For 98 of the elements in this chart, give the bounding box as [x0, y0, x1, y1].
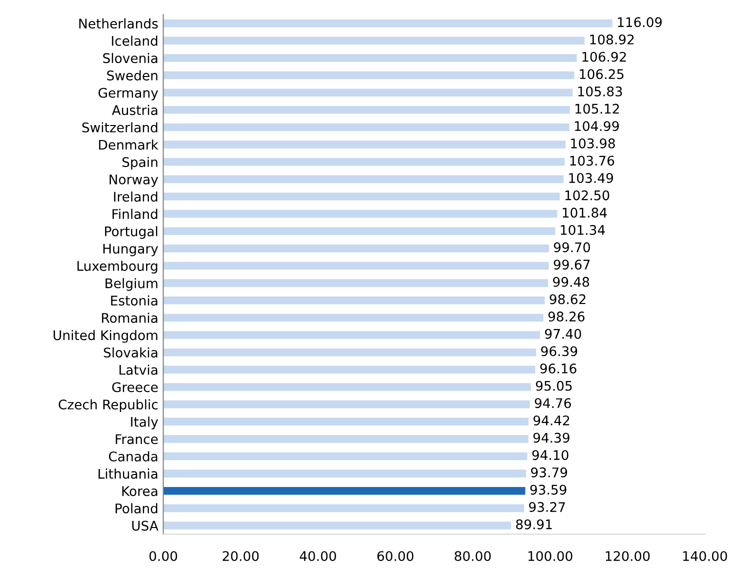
- y-tick-label: Latvia: [120, 364, 158, 375]
- y-tick-label: Spain: [122, 156, 158, 170]
- bar: [163, 140, 566, 148]
- bar: [163, 314, 544, 322]
- data-label: 101.34: [560, 224, 605, 235]
- bar: [163, 400, 530, 408]
- y-tick-label: Netherlands: [79, 18, 158, 29]
- y-tick-label: Germany: [98, 88, 158, 100]
- y-tick-label: Korea: [122, 486, 158, 496]
- x-tick-label: 40.00: [300, 551, 336, 562]
- bar: [163, 348, 536, 356]
- data-label: 99.67: [554, 260, 590, 270]
- y-tick-label: Luxembourg: [77, 260, 158, 274]
- y-tick-label: Norway: [110, 174, 158, 187]
- data-label: 93.27: [529, 502, 565, 512]
- bar: [163, 504, 524, 512]
- x-tick-label: 60.00: [377, 551, 414, 562]
- y-tick-label: Lithuania: [98, 468, 158, 479]
- y-tick-label: Denmark: [99, 140, 158, 150]
- bar: [163, 296, 545, 304]
- y-tick-label: Slovakia: [104, 347, 158, 358]
- data-label: 94.76: [534, 398, 571, 408]
- y-tick-label: USA: [132, 520, 158, 531]
- data-label: 95.05: [536, 380, 572, 391]
- y-tick-label: Romania: [102, 312, 158, 323]
- y-tick-label: Sweden: [107, 70, 158, 80]
- data-label: 96.39: [541, 346, 578, 356]
- y-tick-label: United Kingdom: [54, 330, 158, 343]
- bar: [163, 452, 528, 460]
- x-tick-label: 80.00: [454, 551, 491, 562]
- bar: [163, 522, 512, 530]
- bar: [163, 366, 536, 374]
- y-tick-label: Austria: [112, 104, 158, 116]
- data-label: 105.83: [578, 86, 622, 96]
- y-tick-label: Estonia: [111, 295, 158, 306]
- y-tick-label: Iceland: [112, 36, 158, 46]
- bar: [163, 435, 528, 443]
- y-tick-label: Switzerland: [82, 122, 158, 132]
- data-label: 105.12: [576, 104, 619, 114]
- bar: [163, 279, 548, 287]
- bar: [163, 244, 549, 252]
- data-label: 103.98: [571, 138, 615, 148]
- data-label: 99.70: [554, 242, 590, 252]
- bar: [163, 36, 585, 45]
- data-label: 94.10: [532, 450, 568, 460]
- y-tick-label: Ireland: [114, 191, 158, 202]
- bar: [163, 383, 531, 391]
- data-label: 94.39: [533, 432, 570, 443]
- data-label: 108.92: [590, 34, 634, 44]
- data-label: 89.91: [516, 519, 552, 530]
- data-label: 96.16: [540, 364, 576, 374]
- y-tick-label: Canada: [108, 451, 158, 462]
- data-label: 116.09: [618, 17, 662, 28]
- bar: [163, 158, 565, 166]
- y-tick-label: Hungary: [103, 244, 158, 256]
- data-label: 106.92: [582, 52, 626, 62]
- data-label: 102.50: [565, 190, 610, 200]
- bar: [163, 54, 577, 62]
- bar: [163, 88, 573, 96]
- x-tick-label: 100.00: [528, 551, 572, 562]
- bar: [163, 486, 526, 495]
- data-label: 106.25: [580, 69, 624, 80]
- y-tick-label: Portugal: [105, 226, 158, 239]
- bar: [163, 227, 556, 236]
- bar: [163, 262, 549, 270]
- bar: [163, 71, 574, 80]
- data-label: 101.84: [562, 208, 607, 218]
- x-tick-label: 120.00: [606, 551, 650, 562]
- y-tick-label: France: [116, 434, 158, 444]
- x-tick-label: 140.00: [683, 551, 728, 562]
- bar: [163, 210, 558, 218]
- data-label: 98.26: [548, 312, 584, 322]
- data-label: 98.62: [550, 294, 586, 304]
- data-label: 93.59: [530, 484, 566, 495]
- data-label: 99.48: [553, 276, 590, 287]
- data-label: 97.40: [545, 328, 582, 339]
- y-tick-label: Italy: [131, 416, 158, 430]
- bar: [163, 19, 612, 28]
- data-label: 104.99: [575, 121, 619, 132]
- data-label: 94.42: [534, 415, 570, 426]
- x-tick-label: 20.00: [222, 551, 259, 562]
- y-tick-label: Greece: [112, 382, 158, 392]
- y-tick-label: Finland: [112, 208, 158, 220]
- bar: [163, 192, 560, 200]
- bar: [163, 331, 540, 339]
- bar: [163, 418, 529, 426]
- data-label: 93.79: [531, 467, 568, 478]
- data-label: 103.76: [570, 156, 614, 166]
- x-tick-label: 0.00: [149, 551, 178, 562]
- bar: [163, 106, 570, 114]
- y-tick-label: Czech Republic: [58, 399, 158, 412]
- y-tick-label: Slovenia: [103, 52, 158, 64]
- bar: [163, 123, 570, 132]
- bar: [163, 175, 564, 184]
- bar: [163, 470, 526, 478]
- y-tick-label: Poland: [116, 503, 158, 514]
- y-tick-label: Belgium: [106, 278, 158, 291]
- data-label: 103.49: [569, 173, 613, 184]
